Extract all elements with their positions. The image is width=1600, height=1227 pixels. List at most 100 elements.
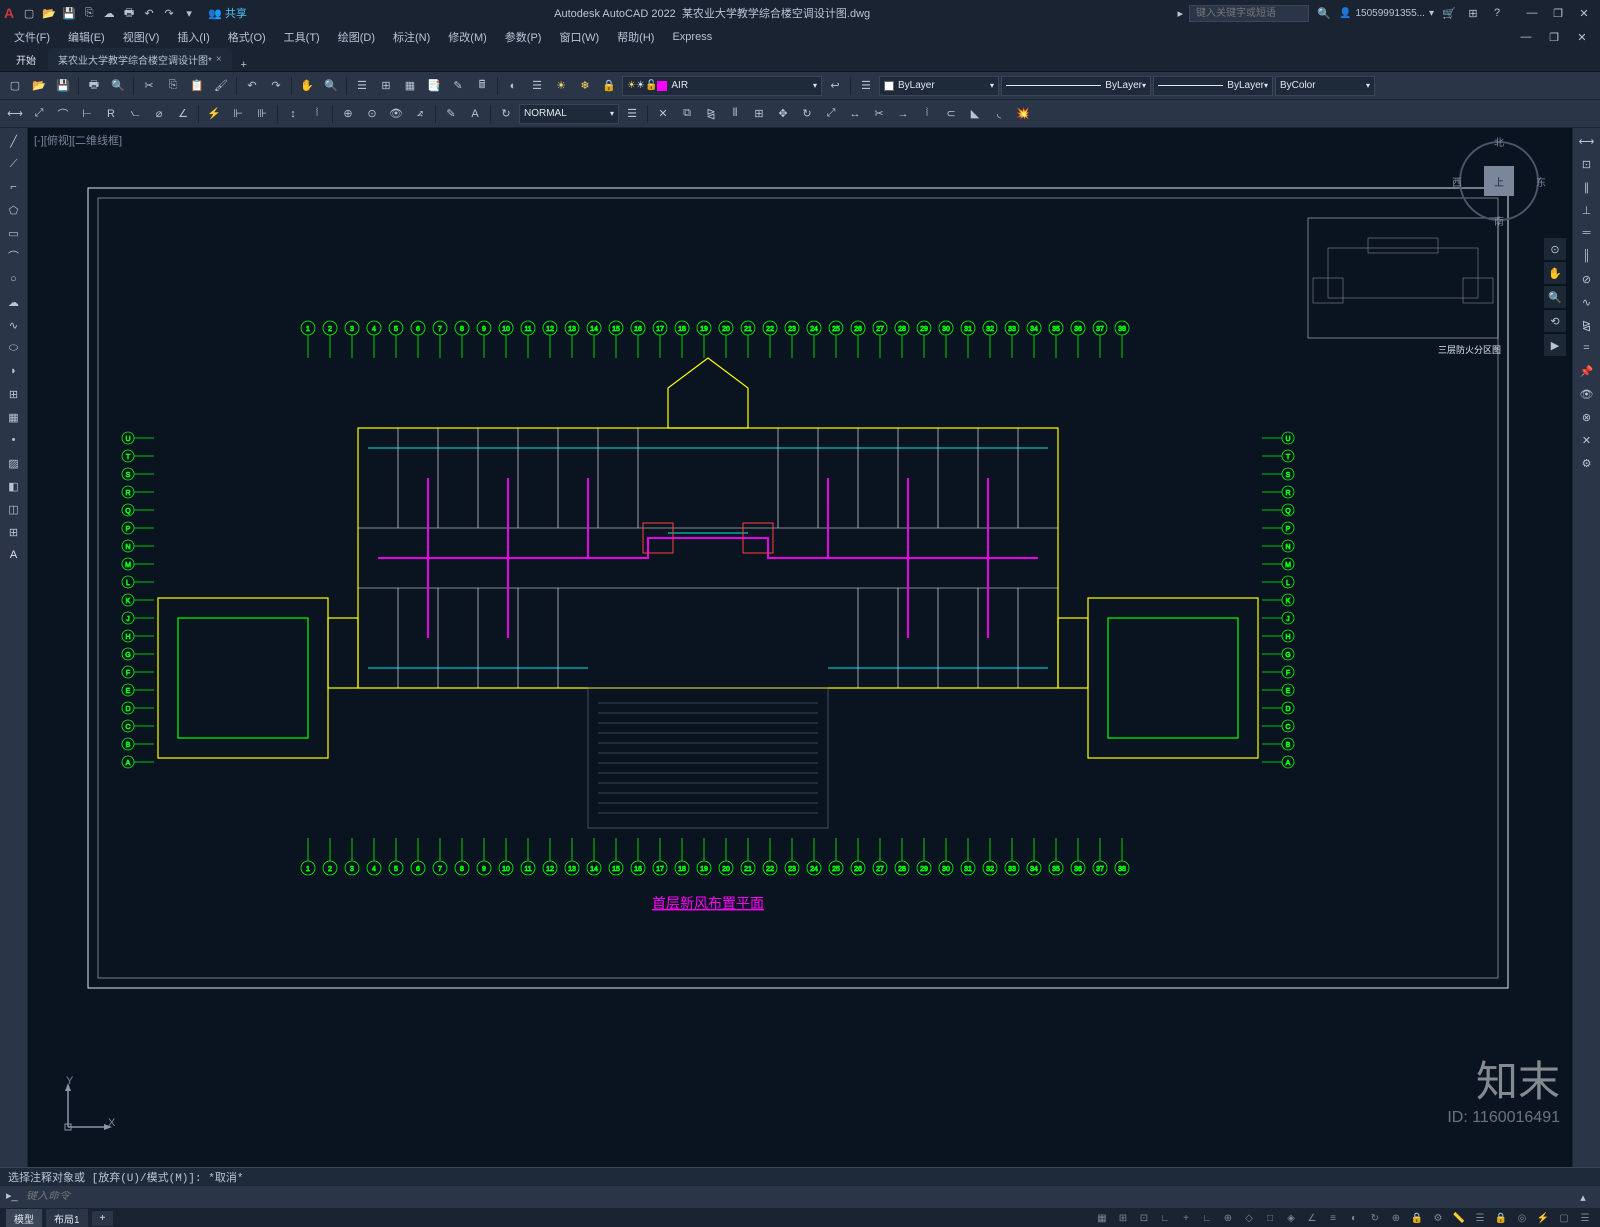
nav-zoom-icon[interactable]: 🔍 bbox=[1544, 286, 1566, 308]
print-icon[interactable]: 🖶 bbox=[83, 75, 105, 97]
mod-explode-icon[interactable]: 💥 bbox=[1012, 103, 1034, 125]
help-search-input[interactable] bbox=[1189, 5, 1309, 22]
viewcube-north[interactable]: 北 bbox=[1494, 134, 1504, 149]
ucs-icon[interactable]: Y X bbox=[58, 1077, 118, 1137]
r-horiz-icon[interactable]: ═ bbox=[1575, 222, 1599, 244]
menu-express[interactable]: Express bbox=[664, 29, 720, 45]
app-logo[interactable]: A bbox=[4, 5, 14, 21]
layout-add-button[interactable]: + bbox=[92, 1211, 114, 1226]
hatch-icon[interactable]: ▨ bbox=[2, 452, 26, 474]
arc-icon[interactable]: ⌒ bbox=[2, 245, 26, 267]
layer-combo[interactable]: ☀ ☀ 🔓 AIR ▾ bbox=[622, 76, 822, 96]
redo2-icon[interactable]: ↷ bbox=[265, 75, 287, 97]
layerprev-icon[interactable]: ↩ bbox=[824, 75, 846, 97]
menu-draw[interactable]: 绘图(D) bbox=[330, 27, 383, 47]
dim-space-icon[interactable]: ↕ bbox=[282, 103, 304, 125]
menu-dimension[interactable]: 标注(N) bbox=[385, 27, 438, 47]
dim-arc-icon[interactable]: ⌒ bbox=[52, 103, 74, 125]
mod-move-icon[interactable]: ✥ bbox=[772, 103, 794, 125]
lineweight-combo[interactable]: ByLayer ▾ bbox=[1153, 76, 1273, 96]
menu-parametric[interactable]: 参数(P) bbox=[497, 27, 550, 47]
dimedit-icon[interactable]: ✎ bbox=[440, 103, 462, 125]
sb-custom-icon[interactable]: ☰ bbox=[1576, 1209, 1594, 1227]
revcloud-icon[interactable]: ☁ bbox=[2, 291, 26, 313]
gradient-icon[interactable]: ◧ bbox=[2, 475, 26, 497]
dimtedit-icon[interactable]: A bbox=[464, 103, 486, 125]
centermark-icon[interactable]: ⊙ bbox=[361, 103, 383, 125]
mod-mirror-icon[interactable]: ⧎ bbox=[700, 103, 722, 125]
line-icon[interactable]: ╱ bbox=[2, 130, 26, 152]
matchprop-icon[interactable]: 🖌 bbox=[210, 75, 232, 97]
jogline-icon[interactable]: ⦨ bbox=[409, 103, 431, 125]
markup-icon[interactable]: ✎ bbox=[447, 75, 469, 97]
sb-units-icon[interactable]: 📏 bbox=[1450, 1209, 1468, 1227]
cart-icon[interactable]: 🛒 bbox=[1440, 4, 1458, 22]
sb-infer-icon[interactable]: ∟ bbox=[1156, 1209, 1174, 1227]
circle-icon[interactable]: ○ bbox=[2, 268, 26, 290]
apps-icon[interactable]: ⊞ bbox=[1464, 4, 1482, 22]
open2-icon[interactable]: 📂 bbox=[28, 75, 50, 97]
cut-icon[interactable]: ✂ bbox=[138, 75, 160, 97]
menu-tools[interactable]: 工具(T) bbox=[276, 27, 328, 47]
color-combo[interactable]: ByLayer ▾ bbox=[879, 76, 999, 96]
mod-array-icon[interactable]: ⊞ bbox=[748, 103, 770, 125]
qnew-icon[interactable]: ▢ bbox=[4, 75, 26, 97]
viewcube[interactable]: 上 北 南 东 西 bbox=[1454, 136, 1544, 226]
sb-cycle-icon[interactable]: ↻ bbox=[1366, 1209, 1384, 1227]
r-para-icon[interactable]: ∥ bbox=[1575, 176, 1599, 198]
r-del-icon[interactable]: ✕ bbox=[1575, 429, 1599, 451]
redo-icon[interactable]: ↷ bbox=[160, 4, 178, 22]
dim-jogged-icon[interactable]: ⦦ bbox=[124, 103, 146, 125]
doc-minimize-button[interactable]: — bbox=[1514, 27, 1538, 47]
dim-break-icon[interactable]: ⦚ bbox=[306, 103, 328, 125]
model-tab[interactable]: 模型 bbox=[6, 1209, 42, 1227]
mod-offset-icon[interactable]: ⦀ bbox=[724, 103, 746, 125]
ellipsearc-icon[interactable]: ◗ bbox=[2, 360, 26, 382]
undo2-icon[interactable]: ↶ bbox=[241, 75, 263, 97]
table-icon[interactable]: ⊞ bbox=[2, 521, 26, 543]
mod-rotate-icon[interactable]: ↻ bbox=[796, 103, 818, 125]
nav-orbit-icon[interactable]: ⟲ bbox=[1544, 310, 1566, 332]
nav-showmotion-icon[interactable]: ▶ bbox=[1544, 334, 1566, 356]
mod-chamfer-icon[interactable]: ◣ bbox=[964, 103, 986, 125]
mod-copy-icon[interactable]: ⧉ bbox=[676, 103, 698, 125]
r-equal-icon[interactable]: = bbox=[1575, 337, 1599, 359]
nav-pan-icon[interactable]: ✋ bbox=[1544, 262, 1566, 284]
sb-isolate-icon[interactable]: ◎ bbox=[1513, 1209, 1531, 1227]
viewcube-east[interactable]: 东 bbox=[1536, 174, 1546, 189]
layermgr-icon[interactable]: ☰ bbox=[526, 75, 548, 97]
command-expand-icon[interactable]: ▴ bbox=[1572, 1186, 1594, 1208]
dim-radius-icon[interactable]: R bbox=[100, 103, 122, 125]
point-icon[interactable]: • bbox=[2, 429, 26, 451]
save2-icon[interactable]: 💾 bbox=[52, 75, 74, 97]
tab-drawing[interactable]: 某农业大学教学综合楼空调设计图* × bbox=[48, 48, 232, 71]
viewcube-south[interactable]: 南 bbox=[1494, 213, 1504, 228]
command-prompt-icon[interactable]: ▸_ bbox=[6, 1189, 22, 1205]
sheetset-icon[interactable]: 📑 bbox=[423, 75, 445, 97]
dim-diameter-icon[interactable]: ⌀ bbox=[148, 103, 170, 125]
r-tangent-icon[interactable]: ⊘ bbox=[1575, 268, 1599, 290]
sb-grid-icon[interactable]: ⊞ bbox=[1114, 1209, 1132, 1227]
linetype-combo[interactable]: ByLayer ▾ bbox=[1001, 76, 1151, 96]
restore-button[interactable]: ❐ bbox=[1546, 3, 1570, 23]
share-button[interactable]: 👥 共享 bbox=[208, 5, 247, 21]
dimupdate-icon[interactable]: ↻ bbox=[495, 103, 517, 125]
sb-iso-icon[interactable]: ◇ bbox=[1240, 1209, 1258, 1227]
r-settings-icon[interactable]: ⚙ bbox=[1575, 452, 1599, 474]
sb-transp-icon[interactable]: ◐ bbox=[1345, 1209, 1363, 1227]
menu-view[interactable]: 视图(V) bbox=[115, 27, 168, 47]
sb-model-icon[interactable]: ▦ bbox=[1093, 1209, 1111, 1227]
tab-add-button[interactable]: + bbox=[234, 59, 254, 71]
r-show-icon[interactable]: 👁 bbox=[1575, 383, 1599, 405]
designcenter-icon[interactable]: ⊞ bbox=[375, 75, 397, 97]
menu-insert[interactable]: 插入(I) bbox=[169, 27, 217, 47]
r-perp-icon[interactable]: ⊥ bbox=[1575, 199, 1599, 221]
user-account[interactable]: 👤 15059991355... ▾ bbox=[1339, 8, 1434, 19]
layerstate-icon[interactable]: ☰ bbox=[855, 75, 877, 97]
sb-annomon-icon[interactable]: ⊕ bbox=[1387, 1209, 1405, 1227]
r-vert-icon[interactable]: ║ bbox=[1575, 245, 1599, 267]
web-icon[interactable]: ☁ bbox=[100, 4, 118, 22]
r-constraint-icon[interactable]: ⊡ bbox=[1575, 153, 1599, 175]
toolpalette-icon[interactable]: ▦ bbox=[399, 75, 421, 97]
ellipse-icon[interactable]: ⬭ bbox=[2, 337, 26, 359]
